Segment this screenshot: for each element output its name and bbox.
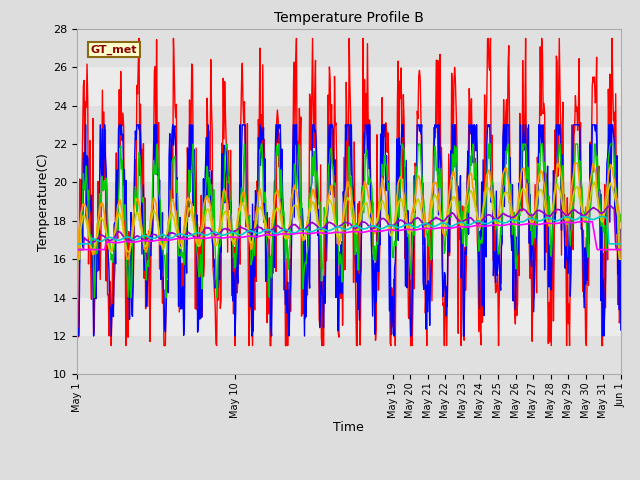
+30cm [150, 68, 158, 73]
+15cm [82, 122, 90, 128]
+5cm [464, 207, 472, 213]
0cm [75, 227, 83, 233]
-32cm [75, 247, 83, 252]
Bar [77, 67, 621, 106]
+5cm [617, 219, 625, 225]
Text: GT_met: GT_met [90, 44, 137, 55]
+15cm [306, 285, 314, 291]
-32cm [476, 223, 484, 228]
+5cm [326, 150, 334, 156]
+5cm [73, 295, 81, 300]
Bar [77, 221, 621, 259]
-16cm [75, 241, 83, 247]
Line: +5cm: +5cm [77, 144, 621, 298]
+30cm [108, 343, 115, 348]
-16cm [463, 222, 471, 228]
+15cm [326, 192, 334, 197]
-2cm [617, 256, 625, 262]
+30cm [135, 36, 143, 41]
+15cm [73, 333, 81, 339]
-8cm [476, 220, 484, 226]
-8cm [73, 247, 81, 252]
0cm [149, 200, 157, 205]
-32cm [73, 247, 81, 252]
-2cm [326, 197, 333, 203]
+15cm [464, 148, 472, 154]
Line: -2cm: -2cm [77, 182, 621, 259]
-8cm [606, 203, 614, 209]
Bar [77, 182, 621, 221]
+5cm [149, 170, 157, 176]
Bar [77, 106, 621, 144]
0cm [571, 160, 579, 166]
+15cm [150, 142, 157, 147]
-16cm [73, 241, 81, 247]
-32cm [617, 247, 625, 252]
-8cm [75, 247, 83, 252]
Y-axis label: Temperature(C): Temperature(C) [37, 153, 50, 251]
+30cm [617, 269, 625, 275]
Bar [77, 29, 621, 67]
+5cm [75, 240, 83, 245]
Line: 0cm: 0cm [77, 163, 621, 259]
-8cm [305, 222, 313, 228]
+30cm [75, 319, 83, 325]
-16cm [598, 214, 605, 219]
+15cm [75, 333, 83, 339]
-2cm [476, 219, 484, 225]
Bar [77, 144, 621, 182]
-16cm [305, 228, 313, 234]
+30cm [465, 142, 472, 147]
+30cm [307, 99, 314, 105]
0cm [617, 256, 625, 262]
+30cm [327, 125, 335, 131]
Title: Temperature Profile B: Temperature Profile B [274, 11, 424, 25]
Line: -16cm: -16cm [77, 216, 621, 244]
-8cm [326, 219, 333, 225]
-2cm [463, 202, 471, 207]
+5cm [154, 141, 161, 147]
-32cm [326, 230, 333, 236]
Line: +15cm: +15cm [77, 125, 621, 336]
-8cm [149, 231, 157, 237]
-16cm [149, 236, 157, 241]
Line: -32cm: -32cm [77, 221, 621, 250]
Bar [77, 259, 621, 298]
+30cm [73, 333, 81, 339]
0cm [305, 208, 313, 214]
-8cm [463, 216, 471, 222]
X-axis label: Time: Time [333, 420, 364, 434]
+5cm [306, 191, 314, 196]
-2cm [73, 256, 81, 262]
+15cm [477, 242, 484, 248]
-2cm [75, 256, 83, 262]
0cm [463, 190, 471, 196]
-16cm [476, 219, 484, 225]
-8cm [617, 247, 625, 252]
0cm [476, 225, 484, 231]
-2cm [149, 210, 157, 216]
+15cm [617, 327, 625, 333]
-2cm [305, 213, 313, 219]
Line: -8cm: -8cm [77, 206, 621, 250]
-32cm [305, 231, 313, 237]
+30cm [478, 203, 486, 208]
-32cm [463, 224, 471, 230]
Bar [77, 298, 621, 336]
Bar [77, 336, 621, 374]
-32cm [149, 238, 157, 244]
-32cm [579, 218, 587, 224]
0cm [73, 256, 81, 262]
-2cm [591, 179, 598, 185]
0cm [326, 191, 333, 196]
-16cm [617, 241, 625, 247]
Line: +30cm: +30cm [77, 38, 621, 346]
+5cm [477, 240, 484, 246]
-16cm [326, 228, 333, 233]
